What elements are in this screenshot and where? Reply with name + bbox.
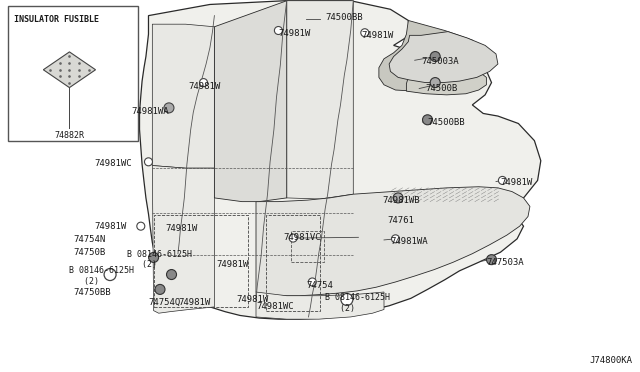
Ellipse shape	[275, 26, 282, 35]
Text: 74981W: 74981W	[178, 298, 210, 307]
Polygon shape	[140, 1, 541, 319]
Text: 747503A: 747503A	[486, 258, 524, 267]
Text: 74981W: 74981W	[237, 295, 269, 304]
Polygon shape	[256, 292, 384, 319]
Polygon shape	[152, 166, 214, 313]
Ellipse shape	[393, 193, 403, 203]
Text: INSULATOR FUSIBLE: INSULATOR FUSIBLE	[14, 15, 99, 24]
Text: 74981W: 74981W	[95, 222, 127, 231]
Ellipse shape	[148, 253, 159, 262]
Text: 74981W: 74981W	[500, 178, 532, 187]
Polygon shape	[379, 20, 485, 91]
Text: B 08146-6125H
   (2): B 08146-6125H (2)	[69, 266, 134, 286]
Polygon shape	[406, 66, 486, 95]
Text: 74981WC: 74981WC	[95, 159, 132, 168]
Ellipse shape	[422, 115, 433, 125]
Text: B 08146-6125H
   (2): B 08146-6125H (2)	[325, 294, 390, 313]
Ellipse shape	[430, 78, 440, 87]
Polygon shape	[287, 1, 353, 199]
Text: 74981W: 74981W	[165, 224, 197, 233]
Text: 74981VC: 74981VC	[283, 233, 321, 242]
Bar	[8, 6, 138, 141]
Text: 74750B: 74750B	[74, 248, 106, 257]
Bar	[154, 215, 248, 307]
Text: 74500BB: 74500BB	[325, 13, 363, 22]
Ellipse shape	[164, 103, 174, 113]
Polygon shape	[256, 187, 530, 296]
Text: 74500BB: 74500BB	[428, 118, 465, 127]
Polygon shape	[214, 1, 287, 202]
Ellipse shape	[166, 270, 177, 279]
Text: 745003A: 745003A	[421, 57, 459, 66]
Text: 74981W: 74981W	[278, 29, 310, 38]
Ellipse shape	[104, 269, 116, 280]
Text: 74754N: 74754N	[74, 235, 106, 244]
Ellipse shape	[289, 234, 297, 242]
Text: B 08146-6125H
   (2): B 08146-6125H (2)	[127, 250, 192, 269]
Ellipse shape	[486, 255, 497, 264]
Ellipse shape	[200, 78, 207, 87]
Ellipse shape	[145, 158, 152, 166]
Text: 74754Q: 74754Q	[148, 298, 180, 307]
Text: 74981WC: 74981WC	[256, 302, 294, 311]
Ellipse shape	[308, 278, 316, 286]
Text: 74761: 74761	[387, 216, 414, 225]
Ellipse shape	[430, 52, 440, 61]
Text: 74882R: 74882R	[54, 131, 84, 140]
Ellipse shape	[361, 29, 369, 37]
Polygon shape	[44, 52, 95, 87]
Text: 74981WA: 74981WA	[390, 237, 428, 246]
Text: 74750BB: 74750BB	[74, 288, 111, 296]
Text: 74981WB: 74981WB	[383, 196, 420, 205]
Ellipse shape	[499, 176, 506, 185]
Text: 74981W: 74981W	[362, 31, 394, 40]
Ellipse shape	[137, 222, 145, 230]
Ellipse shape	[392, 235, 399, 243]
Text: 74981W: 74981W	[216, 260, 248, 269]
Text: J74800KA: J74800KA	[589, 356, 632, 365]
Bar	[266, 215, 320, 311]
Polygon shape	[152, 24, 214, 168]
Polygon shape	[389, 32, 498, 83]
Text: 74981WA: 74981WA	[131, 107, 169, 116]
Text: 74754: 74754	[306, 281, 333, 290]
Text: 74981W: 74981W	[189, 82, 221, 91]
Ellipse shape	[155, 285, 165, 294]
Bar	[291, 231, 324, 262]
Ellipse shape	[341, 294, 353, 305]
Text: 74500B: 74500B	[426, 84, 458, 93]
